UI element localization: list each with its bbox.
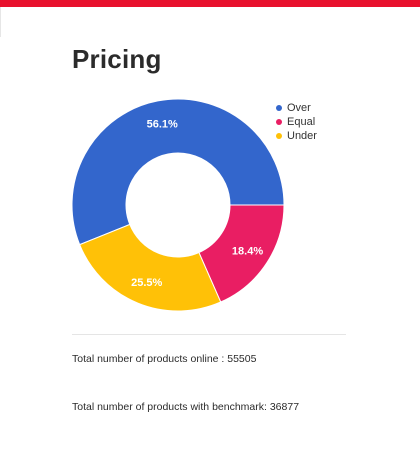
slice-label-under: 25.5% [131, 277, 162, 289]
legend-color-dot [276, 133, 282, 139]
legend-label: Equal [287, 116, 316, 128]
pricing-card: Pricing [72, 44, 347, 75]
pricing-donut-chart: 56.1% 18.4% 25.5% [71, 97, 332, 317]
slice-label-over: 56.1% [147, 119, 178, 131]
legend-item-over[interactable]: Over [276, 101, 317, 115]
legend-item-equal[interactable]: Equal [276, 115, 317, 129]
slice-under[interactable] [79, 223, 222, 312]
products-online-stat: Total number of products online : 55505 [72, 353, 257, 365]
legend-item-under[interactable]: Under [276, 129, 317, 143]
slice-over[interactable] [71, 98, 285, 246]
divider [72, 334, 346, 335]
legend-label: Under [287, 130, 317, 142]
chart-legend: Over Equal Under [276, 101, 317, 143]
top-accent-bar [0, 0, 420, 7]
panel-edge [0, 7, 1, 37]
legend-color-dot [276, 119, 282, 125]
legend-label: Over [287, 102, 311, 114]
legend-color-dot [276, 105, 282, 111]
page-title: Pricing [72, 44, 162, 74]
slice-label-equal: 18.4% [232, 245, 263, 257]
products-benchmark-stat: Total number of products with benchmark:… [72, 401, 300, 413]
donut-svg: 56.1% 18.4% 25.5% [71, 98, 285, 312]
